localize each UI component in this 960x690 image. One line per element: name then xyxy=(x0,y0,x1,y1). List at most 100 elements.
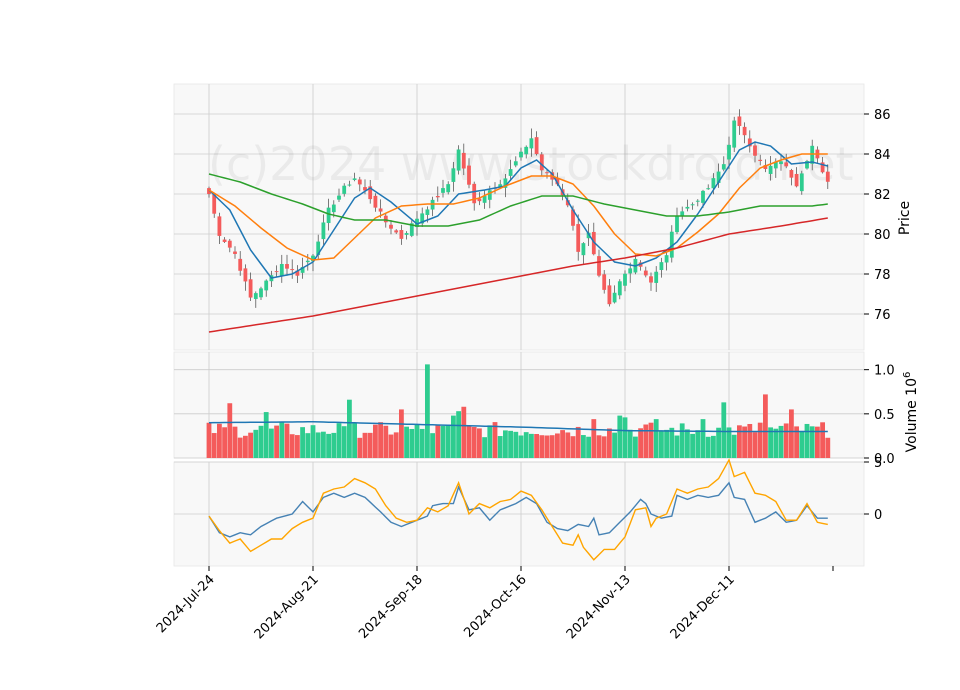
candle-body xyxy=(695,200,700,202)
candle-body xyxy=(623,273,627,286)
candle-body xyxy=(217,216,222,236)
candle-body xyxy=(233,251,237,254)
price-panel xyxy=(173,83,865,351)
volume-bar xyxy=(295,435,300,458)
oscillator-line xyxy=(208,458,828,561)
candle-body xyxy=(701,190,705,203)
volume-bar xyxy=(794,426,799,458)
volume-bar xyxy=(373,424,378,458)
candle-body xyxy=(617,281,622,296)
volume-bar xyxy=(752,432,758,458)
candle-body xyxy=(773,161,778,169)
candle-body xyxy=(368,186,373,200)
volume-bar xyxy=(601,436,607,458)
candle-body xyxy=(654,271,659,283)
candle-body xyxy=(378,208,383,212)
volume-bar xyxy=(471,426,477,458)
candle-body xyxy=(732,120,737,148)
volume-bar xyxy=(357,437,363,458)
candle-body xyxy=(779,161,783,165)
candle-body xyxy=(747,138,752,147)
candle-body xyxy=(669,231,674,258)
volume-bar xyxy=(492,422,498,458)
volume-bar xyxy=(534,434,539,458)
volume-bar xyxy=(653,419,659,458)
candle-body xyxy=(404,233,409,235)
volume-bar xyxy=(737,425,742,458)
volume-bar xyxy=(206,422,212,458)
candle-body xyxy=(451,168,456,182)
volume-unit-exponent: 6 xyxy=(902,372,913,378)
volume-bar xyxy=(529,433,534,458)
volume-bar xyxy=(367,432,373,458)
volume-bar xyxy=(253,429,259,458)
volume-bar xyxy=(799,431,805,458)
volume-bar xyxy=(815,426,820,458)
volume-bar xyxy=(638,428,643,458)
volume-bar xyxy=(716,427,721,458)
oscillator-line xyxy=(208,481,828,538)
volume-bar xyxy=(685,429,690,458)
volume-bar xyxy=(659,431,664,458)
volume-bar xyxy=(742,426,747,458)
volume-bar xyxy=(700,419,706,458)
candle-body xyxy=(524,146,529,155)
volume-bar xyxy=(731,434,737,458)
candle-body xyxy=(664,255,669,263)
volume-bar xyxy=(581,435,586,458)
price-tick-label: 84 xyxy=(874,148,891,163)
candle-body xyxy=(794,173,799,187)
candle-body xyxy=(753,145,757,156)
candle-body xyxy=(586,232,591,239)
candle-body xyxy=(305,260,310,263)
price-axis-label: Price xyxy=(897,201,913,235)
candle-body xyxy=(727,144,731,160)
volume-bar xyxy=(440,425,446,458)
volume-bar xyxy=(300,427,305,458)
candle-body xyxy=(591,231,596,255)
volume-bar xyxy=(430,433,435,458)
volume-bar xyxy=(497,436,503,458)
volume-bar xyxy=(596,435,602,458)
candle-body xyxy=(222,239,227,242)
candle-body xyxy=(539,154,544,171)
price-series-line xyxy=(208,153,828,261)
candle-body xyxy=(612,292,617,303)
price-tick-label: 80 xyxy=(874,228,891,243)
candle-body xyxy=(825,171,830,182)
candle-body xyxy=(456,149,461,171)
volume-bar xyxy=(633,436,638,458)
volume-bar xyxy=(326,433,331,458)
volume-bar xyxy=(804,423,810,458)
candle-body xyxy=(461,152,466,169)
volume-bar xyxy=(211,433,217,458)
candle-body xyxy=(357,179,362,185)
candle-body xyxy=(607,285,612,305)
candle-body xyxy=(581,243,586,256)
volume-bar xyxy=(383,425,389,458)
volume-bar xyxy=(269,428,274,458)
price-tick-label: 78 xyxy=(874,268,891,283)
volume-bar xyxy=(825,437,831,458)
volume-bar xyxy=(347,399,352,458)
volume-bar xyxy=(419,428,425,458)
volume-bar xyxy=(248,432,253,458)
volume-bar xyxy=(679,423,685,458)
candle-body xyxy=(571,209,575,226)
candle-body xyxy=(207,188,211,195)
candle-body xyxy=(342,185,347,194)
volume-label-text: Volume xyxy=(904,396,920,453)
volume-bar xyxy=(393,432,399,458)
volume-bar xyxy=(227,403,233,458)
volume-bar xyxy=(757,422,763,458)
volume-bar xyxy=(435,424,441,458)
candle-body xyxy=(295,270,300,276)
volume-bar xyxy=(747,423,753,458)
volume-bar xyxy=(820,422,825,458)
candle-body xyxy=(721,164,726,170)
volume-bar xyxy=(674,435,680,458)
volume-ma-line xyxy=(208,421,828,433)
volume-bar xyxy=(451,415,456,458)
volume-bar xyxy=(414,424,420,458)
